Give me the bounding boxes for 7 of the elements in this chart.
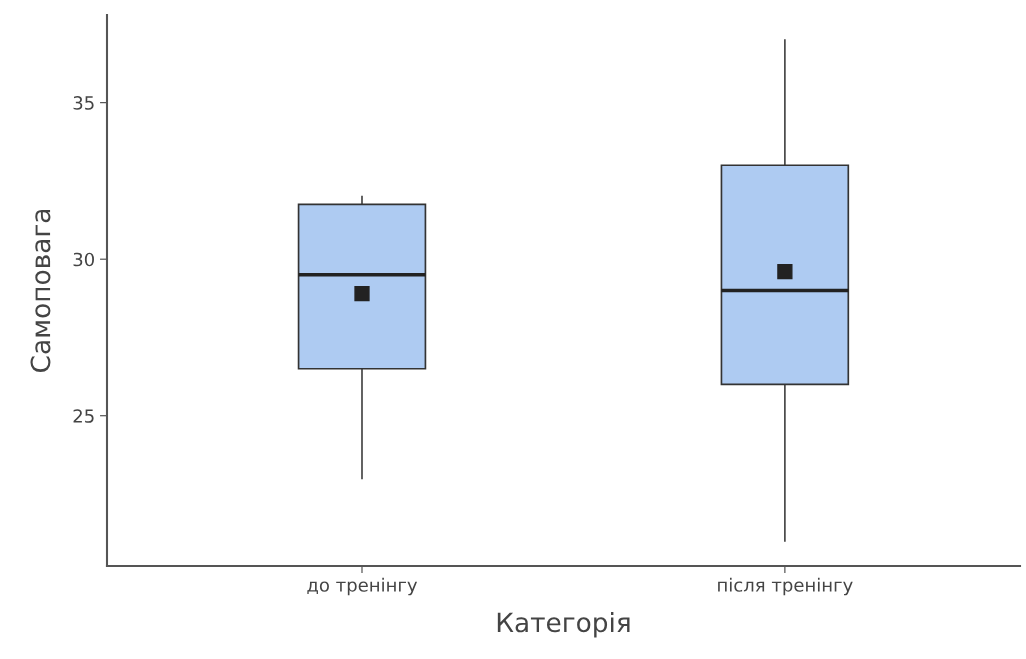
- y-tick-label: 25: [73, 409, 94, 423]
- x-tick-label: після тренінгу: [718, 577, 853, 596]
- y-tick-label: 35: [73, 96, 94, 110]
- y-tick-label: 30: [73, 252, 94, 267]
- y-axis-title: Самоповага: [30, 209, 51, 372]
- x-tick-label: до тренінгу: [307, 577, 418, 596]
- x-axis-title: Категорія: [497, 611, 630, 638]
